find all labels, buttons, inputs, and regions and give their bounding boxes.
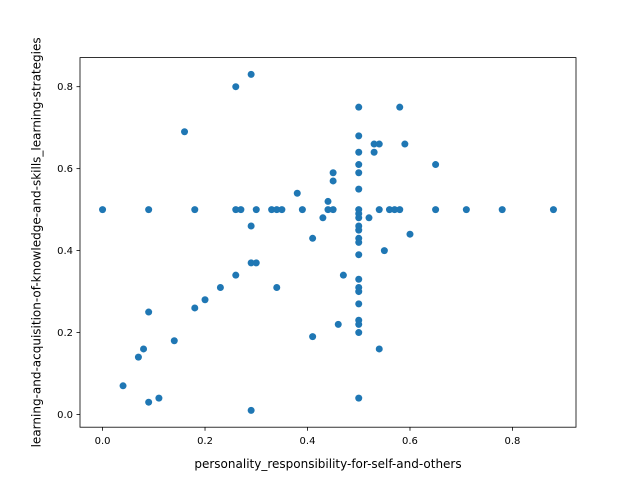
- data-point: [309, 333, 317, 341]
- data-point: [247, 259, 255, 267]
- data-point: [401, 140, 409, 148]
- data-point: [145, 206, 153, 214]
- data-point: [155, 394, 163, 402]
- x-tick-label: 0.8: [505, 436, 521, 447]
- data-point: [99, 206, 107, 214]
- data-point: [355, 226, 363, 234]
- y-tick-label: 0.8: [57, 82, 73, 93]
- data-point: [329, 177, 337, 185]
- data-point: [247, 70, 255, 78]
- data-point: [232, 206, 240, 214]
- y-axis: 0.0 0.2 0.4 0.6 0.8: [57, 82, 80, 421]
- data-point: [355, 132, 363, 140]
- data-point: [232, 83, 240, 91]
- data-point: [355, 161, 363, 169]
- data-point: [324, 206, 332, 214]
- data-point: [355, 288, 363, 296]
- data-point: [329, 206, 337, 214]
- data-point: [247, 222, 255, 230]
- data-point: [432, 206, 440, 214]
- data-point: [324, 197, 332, 205]
- data-point: [191, 206, 199, 214]
- x-tick-label: 0.0: [95, 436, 111, 447]
- data-point: [145, 398, 153, 406]
- data-point: [298, 206, 306, 214]
- data-point: [375, 345, 383, 353]
- data-point: [396, 103, 404, 111]
- data-point: [432, 161, 440, 169]
- data-point: [355, 251, 363, 259]
- data-point: [385, 206, 393, 214]
- y-tick-label: 0.4: [57, 246, 73, 257]
- y-tick-label: 0.6: [57, 164, 73, 175]
- data-point: [370, 140, 378, 148]
- x-tick-label: 0.6: [402, 436, 418, 447]
- y-tick-label: 0.2: [57, 328, 73, 339]
- data-point: [293, 189, 301, 197]
- data-point: [273, 283, 281, 291]
- data-point: [334, 320, 342, 328]
- data-point: [355, 394, 363, 402]
- data-point: [216, 283, 224, 291]
- points-layer: [99, 70, 557, 414]
- data-point: [375, 140, 383, 148]
- y-axis-label: learning-and-acquisition-of-knowledge-an…: [30, 37, 44, 447]
- data-point: [355, 148, 363, 156]
- data-point: [355, 238, 363, 246]
- data-point: [170, 337, 178, 345]
- data-point: [549, 206, 557, 214]
- x-tick-label: 0.4: [300, 436, 316, 447]
- data-point: [380, 247, 388, 255]
- x-axis-label: personality_responsibility-for-self-and-…: [194, 457, 461, 471]
- data-point: [396, 206, 404, 214]
- data-point: [462, 206, 470, 214]
- data-point: [355, 320, 363, 328]
- data-point: [191, 304, 199, 312]
- x-axis: 0.0 0.2 0.4 0.6 0.8: [95, 427, 521, 447]
- data-point: [134, 353, 142, 361]
- data-point: [339, 271, 347, 279]
- data-point: [498, 206, 506, 214]
- data-point: [140, 345, 148, 353]
- data-point: [309, 234, 317, 242]
- data-point: [355, 214, 363, 222]
- data-point: [329, 169, 337, 177]
- data-point: [355, 103, 363, 111]
- data-point: [406, 230, 414, 238]
- data-point: [370, 148, 378, 156]
- data-point: [355, 329, 363, 337]
- data-point: [201, 296, 209, 304]
- data-point: [355, 275, 363, 283]
- data-point: [355, 169, 363, 177]
- data-point: [319, 214, 327, 222]
- data-point: [119, 382, 127, 390]
- y-tick-label: 0.0: [57, 410, 73, 421]
- data-point: [232, 271, 240, 279]
- data-point: [237, 206, 245, 214]
- data-point: [278, 206, 286, 214]
- data-point: [355, 300, 363, 308]
- data-point: [273, 206, 281, 214]
- data-point: [268, 206, 276, 214]
- data-point: [181, 128, 189, 136]
- data-point: [391, 206, 399, 214]
- data-point: [355, 185, 363, 193]
- plot-area-frame: [79, 57, 577, 428]
- data-point: [252, 259, 260, 267]
- data-point: [365, 214, 373, 222]
- x-tick-label: 0.2: [197, 436, 213, 447]
- data-point: [247, 406, 255, 414]
- data-point: [252, 206, 260, 214]
- data-point: [145, 308, 153, 316]
- data-point: [375, 206, 383, 214]
